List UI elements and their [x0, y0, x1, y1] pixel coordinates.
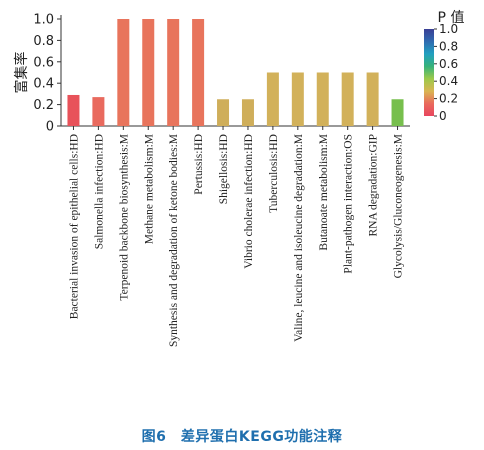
legend-tick-label: 0.2: [439, 92, 458, 106]
x-category-label: Plant-pathogen interaction:OS: [343, 134, 355, 274]
x-category-label: Synthesis and degradation of ketone bodi…: [168, 134, 180, 347]
bar: [67, 94, 80, 126]
bar: [167, 19, 180, 126]
legend-colorbar: [424, 29, 434, 116]
x-category-label: Methane metabolism:M: [143, 134, 155, 244]
bar: [92, 97, 105, 126]
x-category-label: Valine, leucine and isoleucine degradati…: [293, 134, 305, 342]
y-tick-label: 0.2: [33, 98, 54, 113]
plot-area: 0 0.2 0.4 0.6 0.8 1.0 富集率 Bacterial invasion of…: [13, 13, 410, 347]
bar: [192, 19, 205, 126]
x-category-label: Bacterial invasion of epithelial cells:H…: [68, 134, 80, 319]
y-tick-label: 0: [46, 120, 54, 135]
legend-tick-label: 0.6: [439, 57, 458, 71]
x-category-label: RNA degradation:GIP: [368, 134, 380, 237]
figure-caption: 图6 差异蛋白KEGG功能注释: [141, 429, 343, 445]
x-category-label: Butanoate metabolism:M: [318, 134, 330, 251]
y-axis-title: 富集率: [13, 52, 30, 94]
x-category-label: Glycolysis/Gluconeogenesis:M: [393, 134, 405, 278]
bar: [142, 19, 155, 126]
p-value-legend: P 值1.0 0.8 0.6 0.4 0.2 0: [424, 10, 464, 123]
x-category-label: Salmonella infection:HD: [93, 134, 105, 249]
kegg-enrichment-chart: 0 0.2 0.4 0.6 0.8 1.0 富集率 Bacterial invasion of…: [13, 10, 464, 347]
legend-tick-label: 0.8: [439, 39, 458, 53]
legend-title: P 值: [438, 10, 465, 26]
bar: [266, 72, 279, 126]
bar: [366, 72, 379, 126]
bar: [391, 99, 404, 126]
x-category-label: Pertussis:HD: [193, 134, 205, 195]
bar: [117, 19, 130, 126]
legend-tick-label: 0: [439, 109, 447, 123]
x-category-label: Terpenoid backbone biosynthesis:M: [118, 134, 130, 301]
bar: [217, 99, 230, 126]
bar: [341, 72, 354, 126]
y-tick-label: 1.0: [33, 13, 54, 28]
y-tick-label: 0.4: [33, 77, 54, 92]
legend-tick-label: 1.0: [439, 22, 458, 36]
legend-tick-label: 0.4: [439, 74, 458, 88]
x-category-label: Shigellosis:HD: [218, 134, 230, 204]
bar: [316, 72, 329, 126]
bar: [241, 99, 254, 126]
y-tick-label: 0.6: [33, 55, 54, 70]
y-tick-label: 0.8: [33, 34, 54, 49]
x-category-label: Vibrio cholerae infection:HD: [243, 134, 255, 269]
bar: [291, 72, 304, 126]
x-category-label: Tuberculosis:HD: [268, 134, 280, 213]
